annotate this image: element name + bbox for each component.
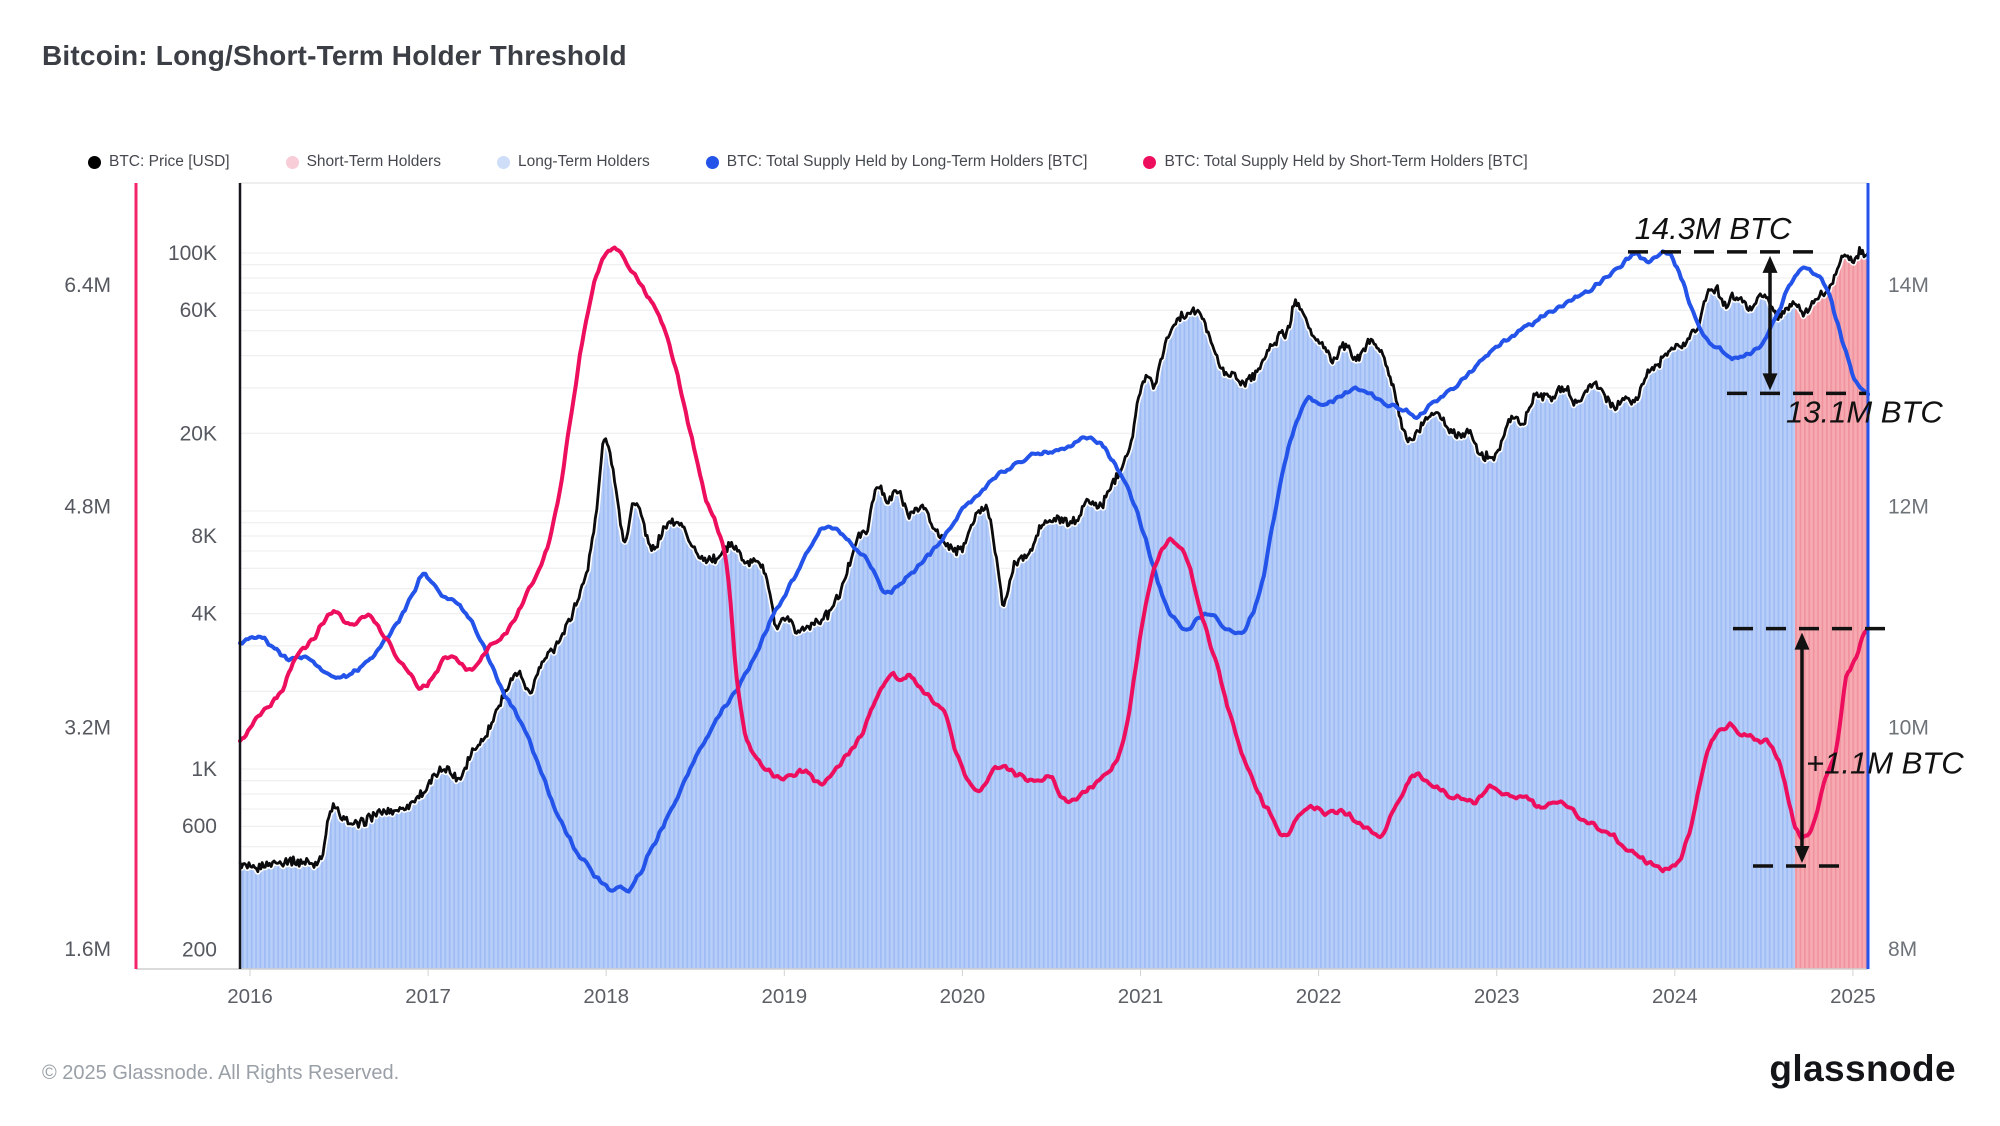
price-line: [238, 244, 1870, 875]
axis-tick-label: 2018: [583, 985, 629, 1008]
axis-tick-label: 14M: [1888, 274, 1929, 297]
axis-tick-label: 3.2M: [64, 717, 111, 740]
axis-tick-label: 2023: [1474, 985, 1520, 1008]
axis-tick-label: 8M: [1888, 938, 1917, 961]
annotation-label: 14.3M BTC: [1635, 211, 1792, 246]
annotation-label: +1.1M BTC: [1806, 745, 1964, 780]
axis-tick-label: 2016: [227, 985, 273, 1008]
axis-tick-label: 20K: [180, 422, 217, 445]
legend-swatch-icon: [285, 155, 299, 169]
axis-tick-label: 2022: [1296, 985, 1342, 1008]
axis-tick-label: 4.8M: [64, 495, 111, 518]
axis-tick-label: 10M: [1888, 717, 1929, 740]
legend-item-1[interactable]: Short-Term Holders: [285, 153, 441, 171]
axis-tick-label: 2017: [405, 985, 451, 1008]
annotation-label: 13.1M BTC: [1786, 394, 1943, 429]
axis-tick-label: 1K: [191, 758, 217, 781]
legend-label: BTC: Price [USD]: [109, 153, 230, 170]
arrow-sth-rise: [1794, 632, 1810, 863]
legend-swatch-icon: [88, 155, 101, 169]
axis-tick-label: 6.4M: [64, 274, 111, 297]
axis-tick-label: 2019: [761, 985, 807, 1008]
lth-regime-area: [240, 285, 1796, 969]
legend-item-0[interactable]: BTC: Price [USD]: [88, 153, 230, 171]
arrow-lth-drop: [1762, 255, 1778, 391]
legend-swatch-icon: [496, 155, 510, 169]
price-area-fill: [240, 247, 1868, 969]
copyright-text: © 2025 Glassnode. All Rights Reserved.: [42, 1062, 400, 1084]
legend-label: Long-Term Holders: [517, 153, 650, 170]
page-title: Bitcoin: Long/Short-Term Holder Threshol…: [42, 40, 627, 71]
legend-label: BTC: Total Supply Held by Short-Term Hol…: [1164, 153, 1528, 170]
sth-supply-line: [238, 245, 1870, 874]
sth-regime-area: [1795, 247, 1868, 969]
axis-tick-label: 4K: [191, 603, 217, 626]
axis-tick-label: 60K: [180, 299, 217, 322]
axis-tick-label: 2021: [1118, 985, 1164, 1008]
legend-swatch-icon: [1143, 155, 1157, 169]
axes-spines: [134, 182, 1870, 976]
axis-tick-label: 200: [182, 938, 217, 961]
legend-item-2[interactable]: Long-Term Holders: [496, 153, 650, 171]
axis-tick-label: 8K: [191, 525, 217, 548]
chart-legend: BTC: Price [USD] Short-Term Holders Long-T…: [88, 153, 1528, 171]
legend-label: Short-Term Holders: [306, 153, 441, 170]
legend-label: BTC: Total Supply Held by Long-Term Hold…: [726, 153, 1088, 170]
axis-tick-label: 12M: [1888, 495, 1929, 518]
axis-tick-label: 2025: [1830, 985, 1876, 1008]
annotations: 14.3M BTC 13.1M BTC +1.1M BTC: [1628, 211, 1964, 868]
legend-swatch-icon: [705, 155, 719, 169]
axis-tick-label: 600: [182, 815, 217, 838]
axis-labels: 100K 60K 20K 8K 4K 1K 600 200 6.4M 4.8M 3.2M 1.6M 14…: [64, 242, 1929, 1008]
lth-supply-line: [238, 249, 1870, 894]
axis-tick-label: 2024: [1652, 985, 1698, 1008]
axis-tick-label: 100K: [168, 242, 217, 265]
glassnode-logo: glassnode: [1769, 1048, 1956, 1089]
legend-item-3[interactable]: BTC: Total Supply Held by Long-Term Hold…: [705, 153, 1088, 171]
axis-tick-label: 2020: [940, 985, 986, 1008]
axis-tick-label: 1.6M: [64, 938, 111, 961]
legend-item-4[interactable]: BTC: Total Supply Held by Short-Term Hol…: [1143, 153, 1528, 171]
